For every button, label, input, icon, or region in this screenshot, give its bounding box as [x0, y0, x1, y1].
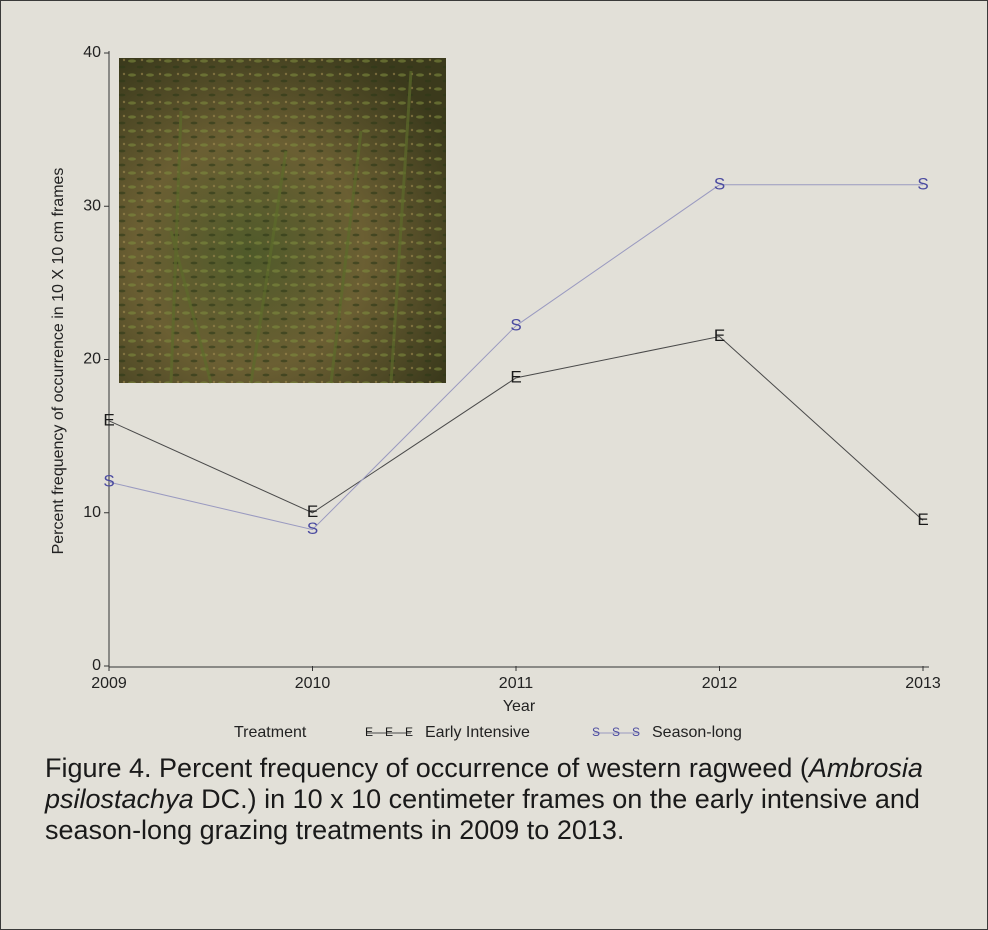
y-tick-label: 10 [83, 504, 101, 521]
y-tick-label: 0 [92, 657, 101, 674]
legend-marker: E [405, 725, 413, 739]
photo-inset [119, 58, 446, 384]
legend-marker: E [385, 725, 393, 739]
legend-label: Early Intensive [425, 724, 530, 741]
legend-label: Season-long [652, 724, 742, 741]
point-marker: S [917, 174, 928, 193]
chart: Percent frequency of occurrence in 10 X … [50, 44, 941, 741]
point-marker: E [103, 410, 114, 429]
point-marker: S [103, 472, 114, 491]
x-tick-label: 2012 [702, 675, 738, 692]
caption-text: DC.) in 10 x 10 centimeter frames on the… [45, 784, 920, 845]
caption: Figure 4. Percent frequency of occurrenc… [45, 753, 945, 846]
legend-title: Treatment [234, 724, 307, 741]
x-axis-label: Year [503, 698, 536, 715]
series-line [108, 184, 923, 531]
legend-marker: E [365, 725, 373, 739]
point-marker: E [714, 326, 725, 345]
point-marker: S [714, 174, 725, 193]
x-tick-label: 2009 [91, 675, 127, 692]
point-marker: E [307, 502, 318, 521]
y-axis-label: Percent frequency of occurrence in 10 X … [50, 168, 67, 555]
y-tick-label: 30 [83, 197, 101, 214]
point-marker: S [510, 315, 521, 334]
point-marker: E [917, 510, 928, 529]
y-tick-label: 20 [83, 351, 101, 368]
legend-marker: S [592, 725, 600, 739]
caption-text: Figure 4. Percent frequency of occurrenc… [45, 753, 809, 783]
legend-marker: S [612, 725, 620, 739]
caption-italic: Ambrosia psilostachya [45, 753, 923, 814]
series-line [108, 335, 924, 521]
x-tick-label: 2013 [905, 675, 941, 692]
point-marker: S [307, 519, 318, 538]
point-marker: E [510, 367, 521, 386]
x-tick-label: 2010 [295, 675, 331, 692]
legend-marker: S [632, 725, 640, 739]
y-tick-label: 40 [83, 44, 101, 61]
x-tick-label: 2011 [499, 675, 534, 692]
